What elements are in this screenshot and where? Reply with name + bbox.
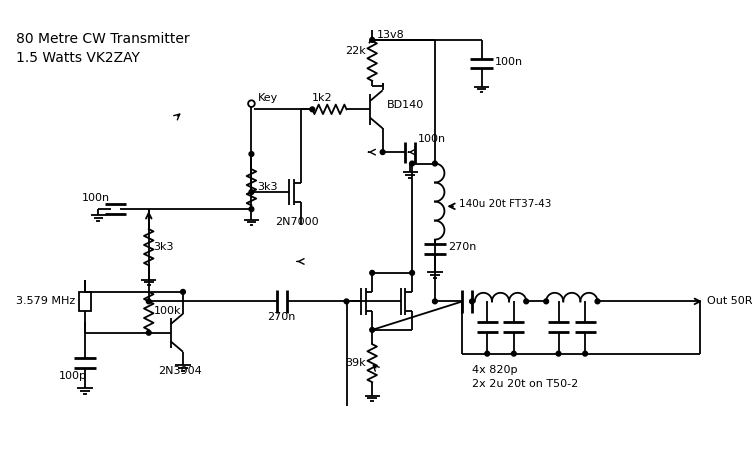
Text: 80 Metre CW Transmitter: 80 Metre CW Transmitter bbox=[16, 32, 189, 46]
Circle shape bbox=[380, 150, 385, 155]
Text: 270n: 270n bbox=[448, 242, 477, 252]
Circle shape bbox=[433, 161, 437, 166]
Circle shape bbox=[409, 161, 415, 166]
Circle shape bbox=[369, 270, 375, 275]
Text: Out 50R: Out 50R bbox=[706, 296, 752, 307]
Text: 2N3904: 2N3904 bbox=[158, 366, 202, 376]
Circle shape bbox=[511, 351, 516, 356]
Circle shape bbox=[344, 299, 349, 304]
Text: 39k: 39k bbox=[345, 358, 366, 368]
Circle shape bbox=[249, 152, 254, 156]
Text: 1.5 Watts VK2ZAY: 1.5 Watts VK2ZAY bbox=[16, 51, 139, 65]
Circle shape bbox=[369, 327, 375, 332]
Circle shape bbox=[409, 270, 415, 275]
Text: 2x 2u 20t on T50-2: 2x 2u 20t on T50-2 bbox=[472, 379, 578, 389]
Circle shape bbox=[310, 107, 314, 112]
Text: 3k3: 3k3 bbox=[154, 242, 174, 252]
Text: 270n: 270n bbox=[268, 312, 296, 322]
Circle shape bbox=[583, 351, 587, 356]
Circle shape bbox=[181, 289, 185, 294]
Text: 100p: 100p bbox=[58, 371, 87, 382]
Text: 140u 20t FT37-43: 140u 20t FT37-43 bbox=[458, 200, 551, 209]
Circle shape bbox=[485, 351, 489, 356]
Text: 100n: 100n bbox=[495, 57, 523, 67]
Circle shape bbox=[249, 190, 254, 194]
Text: 100n: 100n bbox=[82, 193, 110, 203]
Text: 13v8: 13v8 bbox=[377, 30, 405, 40]
Text: 3k3: 3k3 bbox=[257, 182, 277, 192]
Bar bbox=[79, 292, 90, 311]
Circle shape bbox=[470, 299, 474, 304]
Circle shape bbox=[556, 351, 561, 356]
Text: BD140: BD140 bbox=[387, 100, 424, 110]
Text: 100n: 100n bbox=[418, 134, 446, 144]
Circle shape bbox=[146, 331, 151, 335]
Circle shape bbox=[146, 299, 151, 304]
Circle shape bbox=[544, 299, 548, 304]
Circle shape bbox=[433, 299, 437, 304]
Circle shape bbox=[249, 207, 254, 212]
Text: 2N7000: 2N7000 bbox=[275, 218, 319, 227]
Text: Key: Key bbox=[258, 93, 278, 103]
Text: 100k: 100k bbox=[154, 306, 181, 316]
Text: 1k2: 1k2 bbox=[312, 93, 333, 103]
Text: 22k: 22k bbox=[345, 46, 366, 56]
Circle shape bbox=[524, 299, 529, 304]
Circle shape bbox=[595, 299, 600, 304]
Text: 3.579 MHz: 3.579 MHz bbox=[16, 296, 75, 307]
Circle shape bbox=[369, 38, 375, 42]
Text: 4x 820p: 4x 820p bbox=[472, 365, 517, 375]
